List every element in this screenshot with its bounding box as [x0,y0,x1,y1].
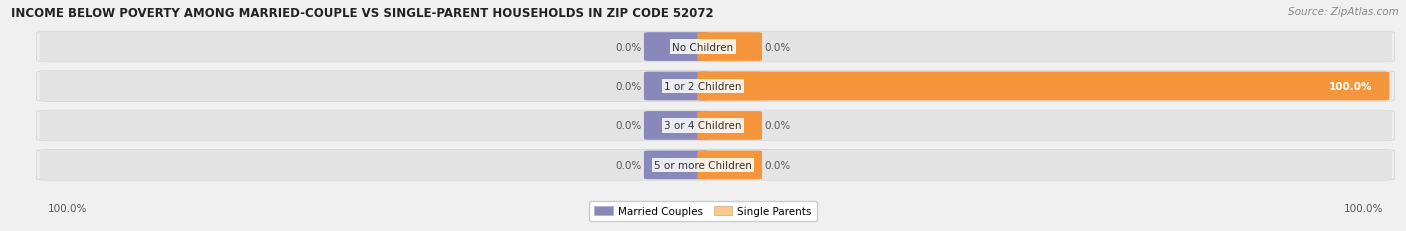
Text: 0.0%: 0.0% [765,42,792,52]
FancyBboxPatch shape [644,72,709,101]
Legend: Married Couples, Single Parents: Married Couples, Single Parents [589,201,817,221]
FancyBboxPatch shape [644,151,709,179]
FancyBboxPatch shape [697,112,762,140]
FancyBboxPatch shape [39,111,711,141]
Text: 0.0%: 0.0% [614,160,641,170]
FancyBboxPatch shape [697,72,762,101]
Text: 1 or 2 Children: 1 or 2 Children [664,82,742,92]
Text: No Children: No Children [672,42,734,52]
Text: 0.0%: 0.0% [614,42,641,52]
FancyBboxPatch shape [37,32,1395,63]
FancyBboxPatch shape [695,72,1392,101]
FancyBboxPatch shape [697,72,1389,101]
Text: 0.0%: 0.0% [765,160,792,170]
Text: 0.0%: 0.0% [765,121,792,131]
FancyBboxPatch shape [39,33,711,62]
Text: 100.0%: 100.0% [1344,203,1384,213]
Text: 0.0%: 0.0% [614,82,641,92]
Text: INCOME BELOW POVERTY AMONG MARRIED-COUPLE VS SINGLE-PARENT HOUSEHOLDS IN ZIP COD: INCOME BELOW POVERTY AMONG MARRIED-COUPL… [11,7,714,20]
FancyBboxPatch shape [695,150,1392,180]
FancyBboxPatch shape [644,33,709,62]
Text: 5 or more Children: 5 or more Children [654,160,752,170]
FancyBboxPatch shape [697,151,762,179]
FancyBboxPatch shape [37,150,1395,180]
FancyBboxPatch shape [695,33,1392,62]
Text: 3 or 4 Children: 3 or 4 Children [664,121,742,131]
Text: 100.0%: 100.0% [48,203,87,213]
FancyBboxPatch shape [697,33,762,62]
Text: 100.0%: 100.0% [1329,82,1372,92]
Text: 0.0%: 0.0% [614,121,641,131]
FancyBboxPatch shape [695,111,1392,141]
FancyBboxPatch shape [37,71,1395,102]
FancyBboxPatch shape [39,72,711,101]
FancyBboxPatch shape [37,111,1395,141]
Text: Source: ZipAtlas.com: Source: ZipAtlas.com [1288,7,1399,17]
FancyBboxPatch shape [39,150,711,180]
FancyBboxPatch shape [644,112,709,140]
